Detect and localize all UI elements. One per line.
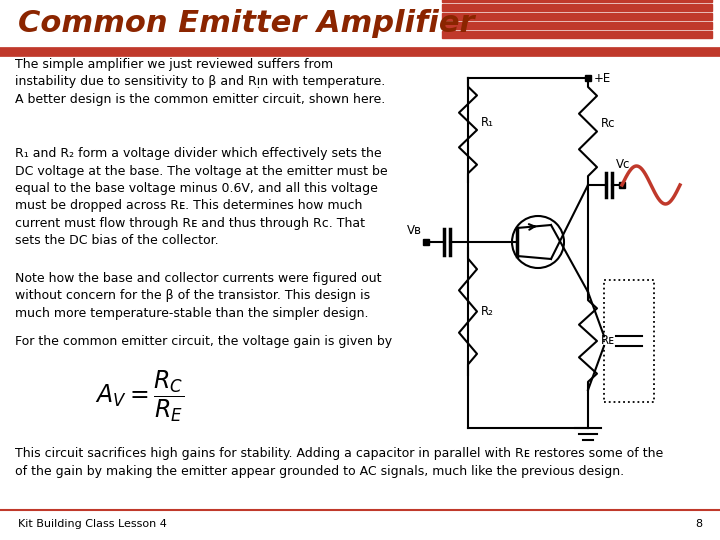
Text: The simple amplifier we just reviewed suffers from
instability due to sensitivit: The simple amplifier we just reviewed su… <box>15 58 385 106</box>
Text: Rᴇ: Rᴇ <box>601 334 615 348</box>
Text: Common Emitter Amplifier: Common Emitter Amplifier <box>18 10 474 38</box>
Text: R₁ and R₂ form a voltage divider which effectively sets the
DC voltage at the ba: R₁ and R₂ form a voltage divider which e… <box>15 147 387 247</box>
Text: +E: +E <box>594 71 611 84</box>
Text: Kit Building Class Lesson 4: Kit Building Class Lesson 4 <box>18 519 167 529</box>
Text: For the common emitter circuit, the voltage gain is given by: For the common emitter circuit, the volt… <box>15 335 392 348</box>
Text: R₁: R₁ <box>481 116 494 129</box>
Bar <box>442 0 712 2</box>
Text: $A_V = \dfrac{R_C}{R_E}$: $A_V = \dfrac{R_C}{R_E}$ <box>95 368 184 424</box>
Text: Rᴄ: Rᴄ <box>601 117 616 130</box>
Bar <box>442 13 712 20</box>
Bar <box>442 31 712 38</box>
Bar <box>442 4 712 11</box>
Bar <box>604 280 654 402</box>
Text: 8: 8 <box>695 519 702 529</box>
Text: Vʙ: Vʙ <box>407 224 422 237</box>
Text: This circuit sacrifices high gains for stability. Adding a capacitor in parallel: This circuit sacrifices high gains for s… <box>15 447 663 477</box>
Text: Note how the base and collector currents were figured out
without concern for th: Note how the base and collector currents… <box>15 272 382 320</box>
Text: R₂: R₂ <box>481 305 494 318</box>
Bar <box>442 22 712 29</box>
Text: Vᴄ: Vᴄ <box>616 158 631 171</box>
